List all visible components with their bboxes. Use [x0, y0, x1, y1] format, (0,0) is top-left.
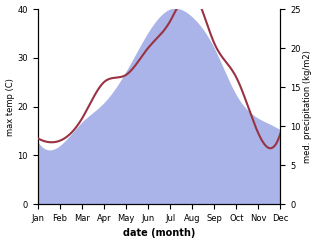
Y-axis label: med. precipitation (kg/m2): med. precipitation (kg/m2) — [303, 50, 313, 163]
Y-axis label: max temp (C): max temp (C) — [5, 78, 15, 136]
X-axis label: date (month): date (month) — [123, 228, 195, 238]
